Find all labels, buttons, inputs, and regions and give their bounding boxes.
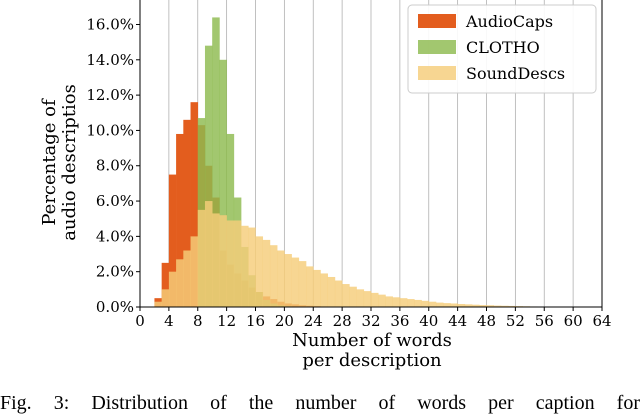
y-tick-label: 8.0%: [96, 157, 134, 175]
bar-sounddescs: [436, 303, 444, 307]
x-tick-label: 40: [419, 312, 438, 330]
bar-sounddescs: [234, 220, 242, 307]
bar-sounddescs: [183, 250, 191, 307]
bar-sounddescs: [407, 299, 415, 307]
bar-sounddescs: [198, 210, 206, 307]
y-axis-label-line: Percentage of: [39, 98, 60, 226]
bar-sounddescs: [263, 240, 271, 307]
bar-sounddescs: [393, 297, 401, 307]
bar-sounddescs: [422, 301, 430, 307]
y-tick-label: 14.0%: [86, 51, 134, 69]
bar-sounddescs: [299, 261, 307, 307]
bar-sounddescs: [400, 298, 408, 307]
y-axis-label-line: audio descriptios: [59, 84, 80, 241]
bar-sounddescs: [429, 302, 437, 307]
x-tick-label: 52: [506, 312, 525, 330]
legend-label: SoundDescs: [466, 64, 565, 83]
bar-sounddescs: [241, 226, 249, 307]
bar-sounddescs: [248, 228, 256, 307]
bar-sounddescs: [385, 296, 393, 307]
bar-sounddescs: [219, 215, 227, 307]
x-tick-label: 36: [390, 312, 409, 330]
x-tick-label: 4: [164, 312, 174, 330]
bar-sounddescs: [205, 201, 213, 307]
bar-sounddescs: [371, 293, 379, 307]
bar-sounddescs: [212, 213, 220, 307]
y-tick-label: 2.0%: [96, 263, 134, 281]
bar-sounddescs: [313, 270, 321, 307]
bar-sounddescs: [270, 245, 278, 307]
bar-sounddescs: [443, 303, 451, 307]
bar-sounddescs: [364, 291, 372, 307]
bar-sounddescs: [320, 273, 328, 307]
bar-sounddescs: [191, 236, 199, 307]
x-tick-label: 32: [361, 312, 380, 330]
x-axis-label-line: Number of words: [292, 330, 452, 351]
x-tick-label: 64: [592, 312, 611, 330]
x-tick-label: 48: [477, 312, 496, 330]
bar-sounddescs: [292, 258, 300, 307]
bar-sounddescs: [357, 289, 365, 307]
y-tick-label: 16.0%: [86, 15, 134, 33]
bar-sounddescs: [162, 289, 170, 307]
x-tick-label: 20: [275, 312, 294, 330]
figure-caption: Fig. 3: Distribution of the number of wo…: [0, 392, 640, 415]
bar-sounddescs: [227, 220, 235, 307]
y-tick-label: 4.0%: [96, 227, 134, 245]
x-tick-label: 28: [333, 312, 352, 330]
bar-sounddescs: [328, 277, 336, 307]
bar-sounddescs: [284, 254, 292, 307]
bar-sounddescs: [154, 302, 162, 307]
bar-sounddescs: [342, 284, 350, 307]
y-tick-label: 12.0%: [86, 86, 134, 104]
x-tick-label: 56: [535, 312, 554, 330]
bar-sounddescs: [378, 295, 386, 307]
y-axis-label: Percentage ofaudio descriptios: [39, 84, 80, 241]
bar-sounddescs: [169, 272, 177, 307]
bar-sounddescs: [277, 250, 285, 307]
bar-sounddescs: [256, 236, 264, 307]
bar-sounddescs: [176, 259, 184, 307]
y-axis-ticks: 0.0% 2.0% 4.0% 6.0% 8.0% 10.0% 12.0% 14.0% 16.0%: [86, 15, 140, 316]
y-tick-label: 10.0%: [86, 121, 134, 139]
legend-swatch: [418, 40, 456, 54]
x-tick-label: 60: [564, 312, 583, 330]
x-axis-label-line: per description: [302, 350, 442, 371]
bar-sounddescs: [450, 303, 458, 307]
x-tick-label: 44: [448, 312, 467, 330]
legend: AudioCaps CLOTHO SoundDescs: [408, 5, 596, 93]
x-tick-label: 24: [304, 312, 323, 330]
legend-swatch: [418, 66, 456, 80]
bar-sounddescs: [349, 287, 357, 307]
bar-sounddescs: [414, 300, 422, 307]
legend-swatch: [418, 14, 456, 28]
y-tick-label: 6.0%: [96, 192, 134, 210]
y-tick-label: 0.0%: [96, 298, 134, 316]
x-tick-label: 0: [135, 312, 145, 330]
bar-sounddescs: [306, 266, 314, 307]
x-tick-label: 8: [193, 312, 203, 330]
bar-sounddescs: [335, 281, 343, 307]
x-tick-label: 12: [217, 312, 236, 330]
legend-label: CLOTHO: [466, 38, 540, 57]
x-tick-label: 16: [246, 312, 265, 330]
legend-label: AudioCaps: [465, 12, 553, 31]
